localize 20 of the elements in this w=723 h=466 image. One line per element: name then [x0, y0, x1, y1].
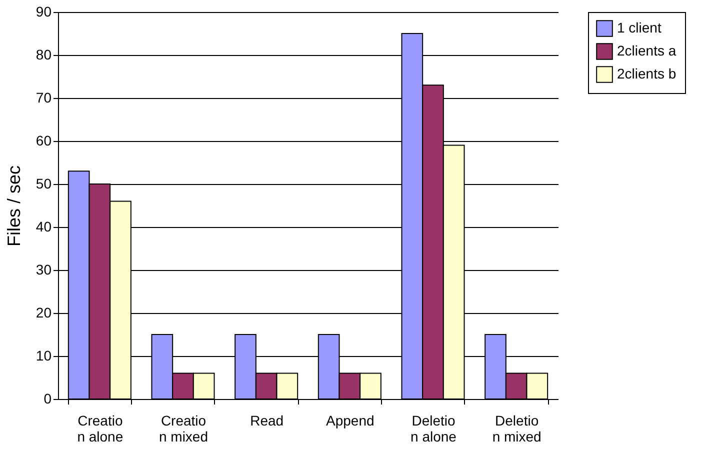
y-axis-title: Files / sec [4, 165, 24, 247]
x-tick-label: Deletio n mixed [492, 412, 542, 444]
y-tick-label: 70 [36, 90, 52, 106]
legend-label: 2clients b [617, 66, 676, 82]
x-tick-label: Creatio n alone [77, 412, 124, 444]
y-tick-label: 80 [36, 46, 52, 62]
x-tick-label: Creatio n mixed [158, 412, 208, 444]
legend-label: 2clients a [617, 42, 676, 58]
x-tick-label: Append [326, 412, 374, 428]
y-tick-label: 90 [36, 4, 52, 20]
y-tick-label: 60 [36, 132, 52, 148]
x-tick-label: Read [250, 412, 284, 428]
legend-label: 1 client [617, 20, 662, 36]
y-tick-label: 0 [44, 390, 52, 406]
x-tick-label: Deletio n alone [410, 412, 457, 444]
y-tick-label: 40 [36, 218, 52, 234]
y-tick-label: 10 [36, 348, 52, 364]
y-tick-label: 50 [36, 176, 52, 192]
y-tick-label: 20 [36, 304, 52, 320]
y-tick-label: 30 [36, 262, 52, 278]
